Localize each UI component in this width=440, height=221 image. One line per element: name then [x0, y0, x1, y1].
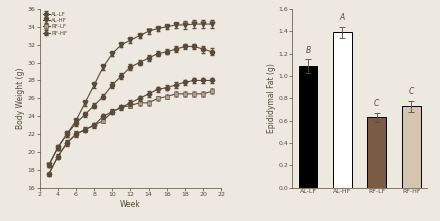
X-axis label: Week: Week [120, 200, 141, 209]
Bar [333, 32, 352, 188]
Bar [402, 106, 421, 188]
Text: C: C [409, 87, 414, 96]
Y-axis label: Epididymal Fat (g): Epididymal Fat (g) [267, 63, 275, 133]
Bar [299, 66, 318, 188]
Text: A: A [340, 13, 345, 22]
Bar [367, 117, 386, 188]
Text: B: B [305, 46, 311, 55]
Text: C: C [374, 99, 380, 109]
Legend: AL-LF, AL-HF, RF-LF, RF-HF: AL-LF, AL-HF, RF-LF, RF-HF [42, 12, 68, 36]
Y-axis label: Body Weight (g): Body Weight (g) [16, 68, 25, 129]
